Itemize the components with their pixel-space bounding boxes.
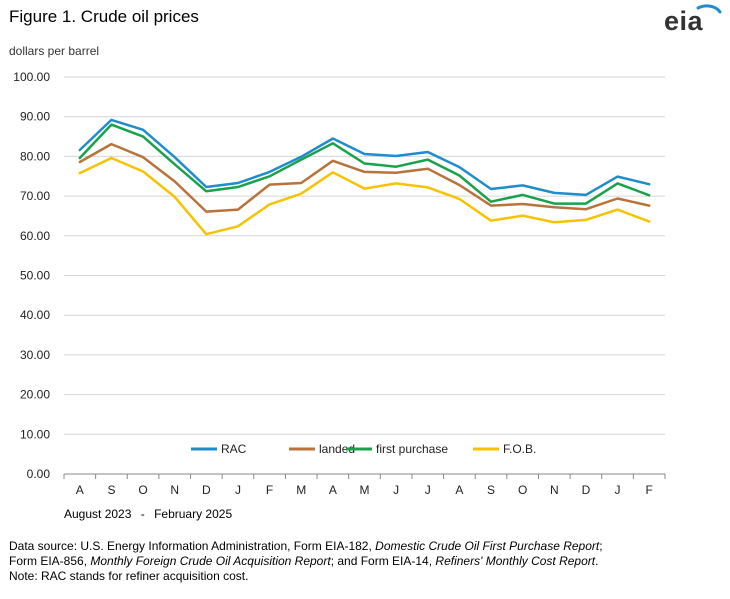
eia-logo: eia [664,2,724,42]
series-line-first-purchase [78,123,651,205]
x-tick-label: A [455,483,463,497]
x-tick-label: D [202,483,211,497]
y-axis-units: dollars per barrel [9,44,100,58]
gridlines [64,76,665,475]
x-tick-label: F [266,483,273,497]
x-tick-label: N [550,483,559,497]
source-text-4: ; and Form EIA-14, [330,554,436,568]
date-range-sep: - [140,507,145,521]
y-axis-ticks: 0.00 10.00 20.00 30.00 40.00 50.00 60.00 70.00 8… [13,70,50,481]
x-tick-label: A [76,483,84,497]
source-text-2: ; [599,539,603,553]
date-range-end: February 2025 [154,507,233,521]
x-tick-label: J [393,483,399,497]
y-tick-label: 70.00 [20,189,50,203]
legend-label: RAC [221,442,247,456]
x-tick-label: D [582,483,591,497]
y-tick-label: 60.00 [20,229,50,243]
source-text-1: Data source: U.S. Energy Information Adm… [9,539,376,553]
legend-label: landed [319,442,355,456]
x-tick-label: J [615,483,621,497]
y-tick-label: 50.00 [20,269,50,283]
y-tick-label: 90.00 [20,110,50,124]
date-range-start: August 2023 [64,507,132,521]
x-tick-label: S [107,483,115,497]
source-report-2: Monthly Foreign Crude Oil Acquisition Re… [90,554,331,568]
legend: RAC landed first purchase F.O.B. [191,442,536,456]
x-tick-label: O [518,483,527,497]
x-tick-label: J [425,483,431,497]
source-note-rac: Note: RAC stands for refiner acquisition… [9,569,249,583]
x-tick-label: N [170,483,179,497]
x-tick-label: M [296,483,306,497]
x-tick-label: S [487,483,495,497]
source-report-3: Refiners' Monthly Cost Report [435,554,596,568]
date-range: August 2023 - February 2025 [64,507,232,521]
y-tick-label: 20.00 [20,388,50,402]
y-tick-label: 30.00 [20,348,50,362]
chart-title: Figure 1. Crude oil prices [9,7,199,26]
x-tick-label: A [329,483,337,497]
x-tick-label: J [235,483,241,497]
eia-logo-text: eia [664,6,704,36]
legend-label: first purchase [376,442,448,456]
y-tick-label: 0.00 [27,467,51,481]
series-lines [78,118,651,236]
series-line-rac [78,118,651,197]
source-report-1: Domestic Crude Oil First Purchase Report [375,539,600,553]
y-tick-label: 40.00 [20,308,50,322]
line-chart: 0.00 10.00 20.00 30.00 40.00 50.00 60.00 70.00 8… [13,70,666,497]
eia-logo-swoosh [696,4,722,14]
series-line-f-o-b [78,156,651,236]
series-line-landed [78,142,651,213]
y-tick-label: 100.00 [13,70,50,84]
x-tick-label: M [360,483,370,497]
y-tick-label: 10.00 [20,427,50,441]
source-note: Data source: U.S. Energy Information Adm… [9,539,724,584]
source-text-3: Form EIA-856, [9,554,91,568]
x-tick-label: F [646,483,653,497]
legend-label: F.O.B. [503,442,536,456]
x-tick-label: O [138,483,147,497]
source-text-5: . [595,554,599,568]
y-tick-label: 80.00 [20,149,50,163]
